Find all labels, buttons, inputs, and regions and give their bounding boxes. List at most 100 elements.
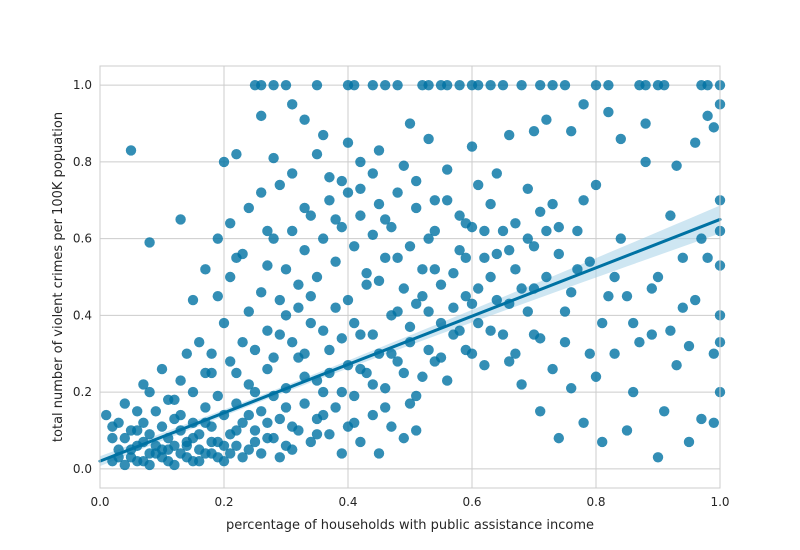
y-tick-label: 0.8 (73, 155, 92, 169)
data-point (132, 406, 143, 417)
data-point (237, 417, 248, 428)
data-point (708, 417, 719, 428)
data-point (212, 233, 223, 244)
data-point (311, 79, 323, 91)
data-point (584, 256, 595, 267)
data-point (702, 110, 713, 122)
data-point (404, 321, 416, 333)
data-point (280, 402, 292, 413)
data-point (702, 252, 713, 264)
data-point (621, 425, 633, 436)
data-point (665, 210, 676, 221)
data-point (541, 271, 552, 283)
data-point (101, 409, 112, 421)
data-point (311, 271, 323, 283)
data-point (448, 267, 459, 279)
data-point (138, 417, 149, 428)
data-point (367, 79, 378, 91)
data-point (628, 317, 639, 329)
data-point (349, 241, 360, 252)
data-point (231, 440, 242, 451)
data-point (404, 398, 416, 409)
y-tick-label: 0.0 (73, 462, 92, 476)
data-point (646, 329, 657, 340)
plot-frame (99, 65, 721, 489)
x-tick-label: 0.8 (586, 495, 605, 509)
data-point (547, 198, 558, 210)
data-point (640, 118, 651, 129)
data-point (380, 214, 391, 225)
data-point (268, 152, 279, 164)
data-point (274, 413, 285, 425)
data-point (107, 432, 118, 444)
data-point (398, 160, 409, 171)
data-point (690, 137, 701, 148)
data-point (256, 406, 267, 417)
data-point (324, 429, 335, 440)
data-point (423, 79, 434, 91)
data-point (491, 248, 502, 260)
data-point (367, 168, 378, 179)
data-point (423, 344, 434, 356)
data-point (392, 306, 403, 317)
data-point (330, 302, 341, 313)
data-point (646, 283, 657, 294)
y-tick-labels: 0.0 0.2 0.4 0.6 0.8 1.0 (73, 78, 92, 476)
data-point (355, 210, 366, 221)
data-point (448, 302, 459, 313)
data-point (522, 306, 533, 317)
data-point (262, 363, 273, 375)
y-tick-label: 0.2 (73, 385, 92, 399)
data-point (231, 367, 242, 379)
data-point (305, 436, 316, 448)
data-point (535, 79, 546, 91)
data-point (225, 218, 236, 229)
data-point (578, 417, 589, 428)
data-point (473, 317, 484, 329)
data-point (336, 333, 347, 344)
data-point (615, 233, 626, 244)
data-point (150, 406, 161, 417)
data-point (454, 325, 465, 336)
data-point (485, 271, 496, 283)
data-point (249, 425, 261, 436)
data-point (442, 195, 453, 206)
data-point (349, 317, 360, 329)
data-point (200, 448, 211, 459)
data-point (274, 294, 285, 306)
data-point (169, 459, 180, 471)
data-point (249, 344, 261, 356)
data-point (175, 448, 186, 459)
data-point (256, 187, 267, 198)
data-point (497, 329, 509, 340)
data-point (392, 187, 403, 198)
data-point (696, 233, 707, 244)
data-point (603, 79, 614, 91)
data-point (125, 145, 137, 156)
data-point (473, 283, 484, 294)
data-point (231, 252, 242, 264)
data-point (355, 363, 366, 375)
data-point (144, 429, 155, 440)
data-point (342, 421, 354, 432)
data-point (361, 267, 372, 279)
data-point (144, 386, 155, 398)
data-point (342, 294, 354, 306)
data-point (243, 379, 254, 390)
data-point (373, 448, 385, 459)
data-point (485, 325, 496, 336)
data-point (454, 210, 465, 221)
data-point (311, 413, 323, 425)
data-point (547, 79, 558, 91)
data-point (460, 252, 471, 264)
data-point (287, 99, 298, 110)
data-point (553, 432, 564, 444)
data-point (156, 452, 168, 463)
data-point (330, 256, 341, 267)
data-point (423, 306, 434, 317)
data-point (615, 133, 626, 145)
data-point (163, 444, 174, 455)
data-point (200, 402, 211, 413)
data-point (262, 260, 273, 271)
data-point (572, 264, 583, 275)
